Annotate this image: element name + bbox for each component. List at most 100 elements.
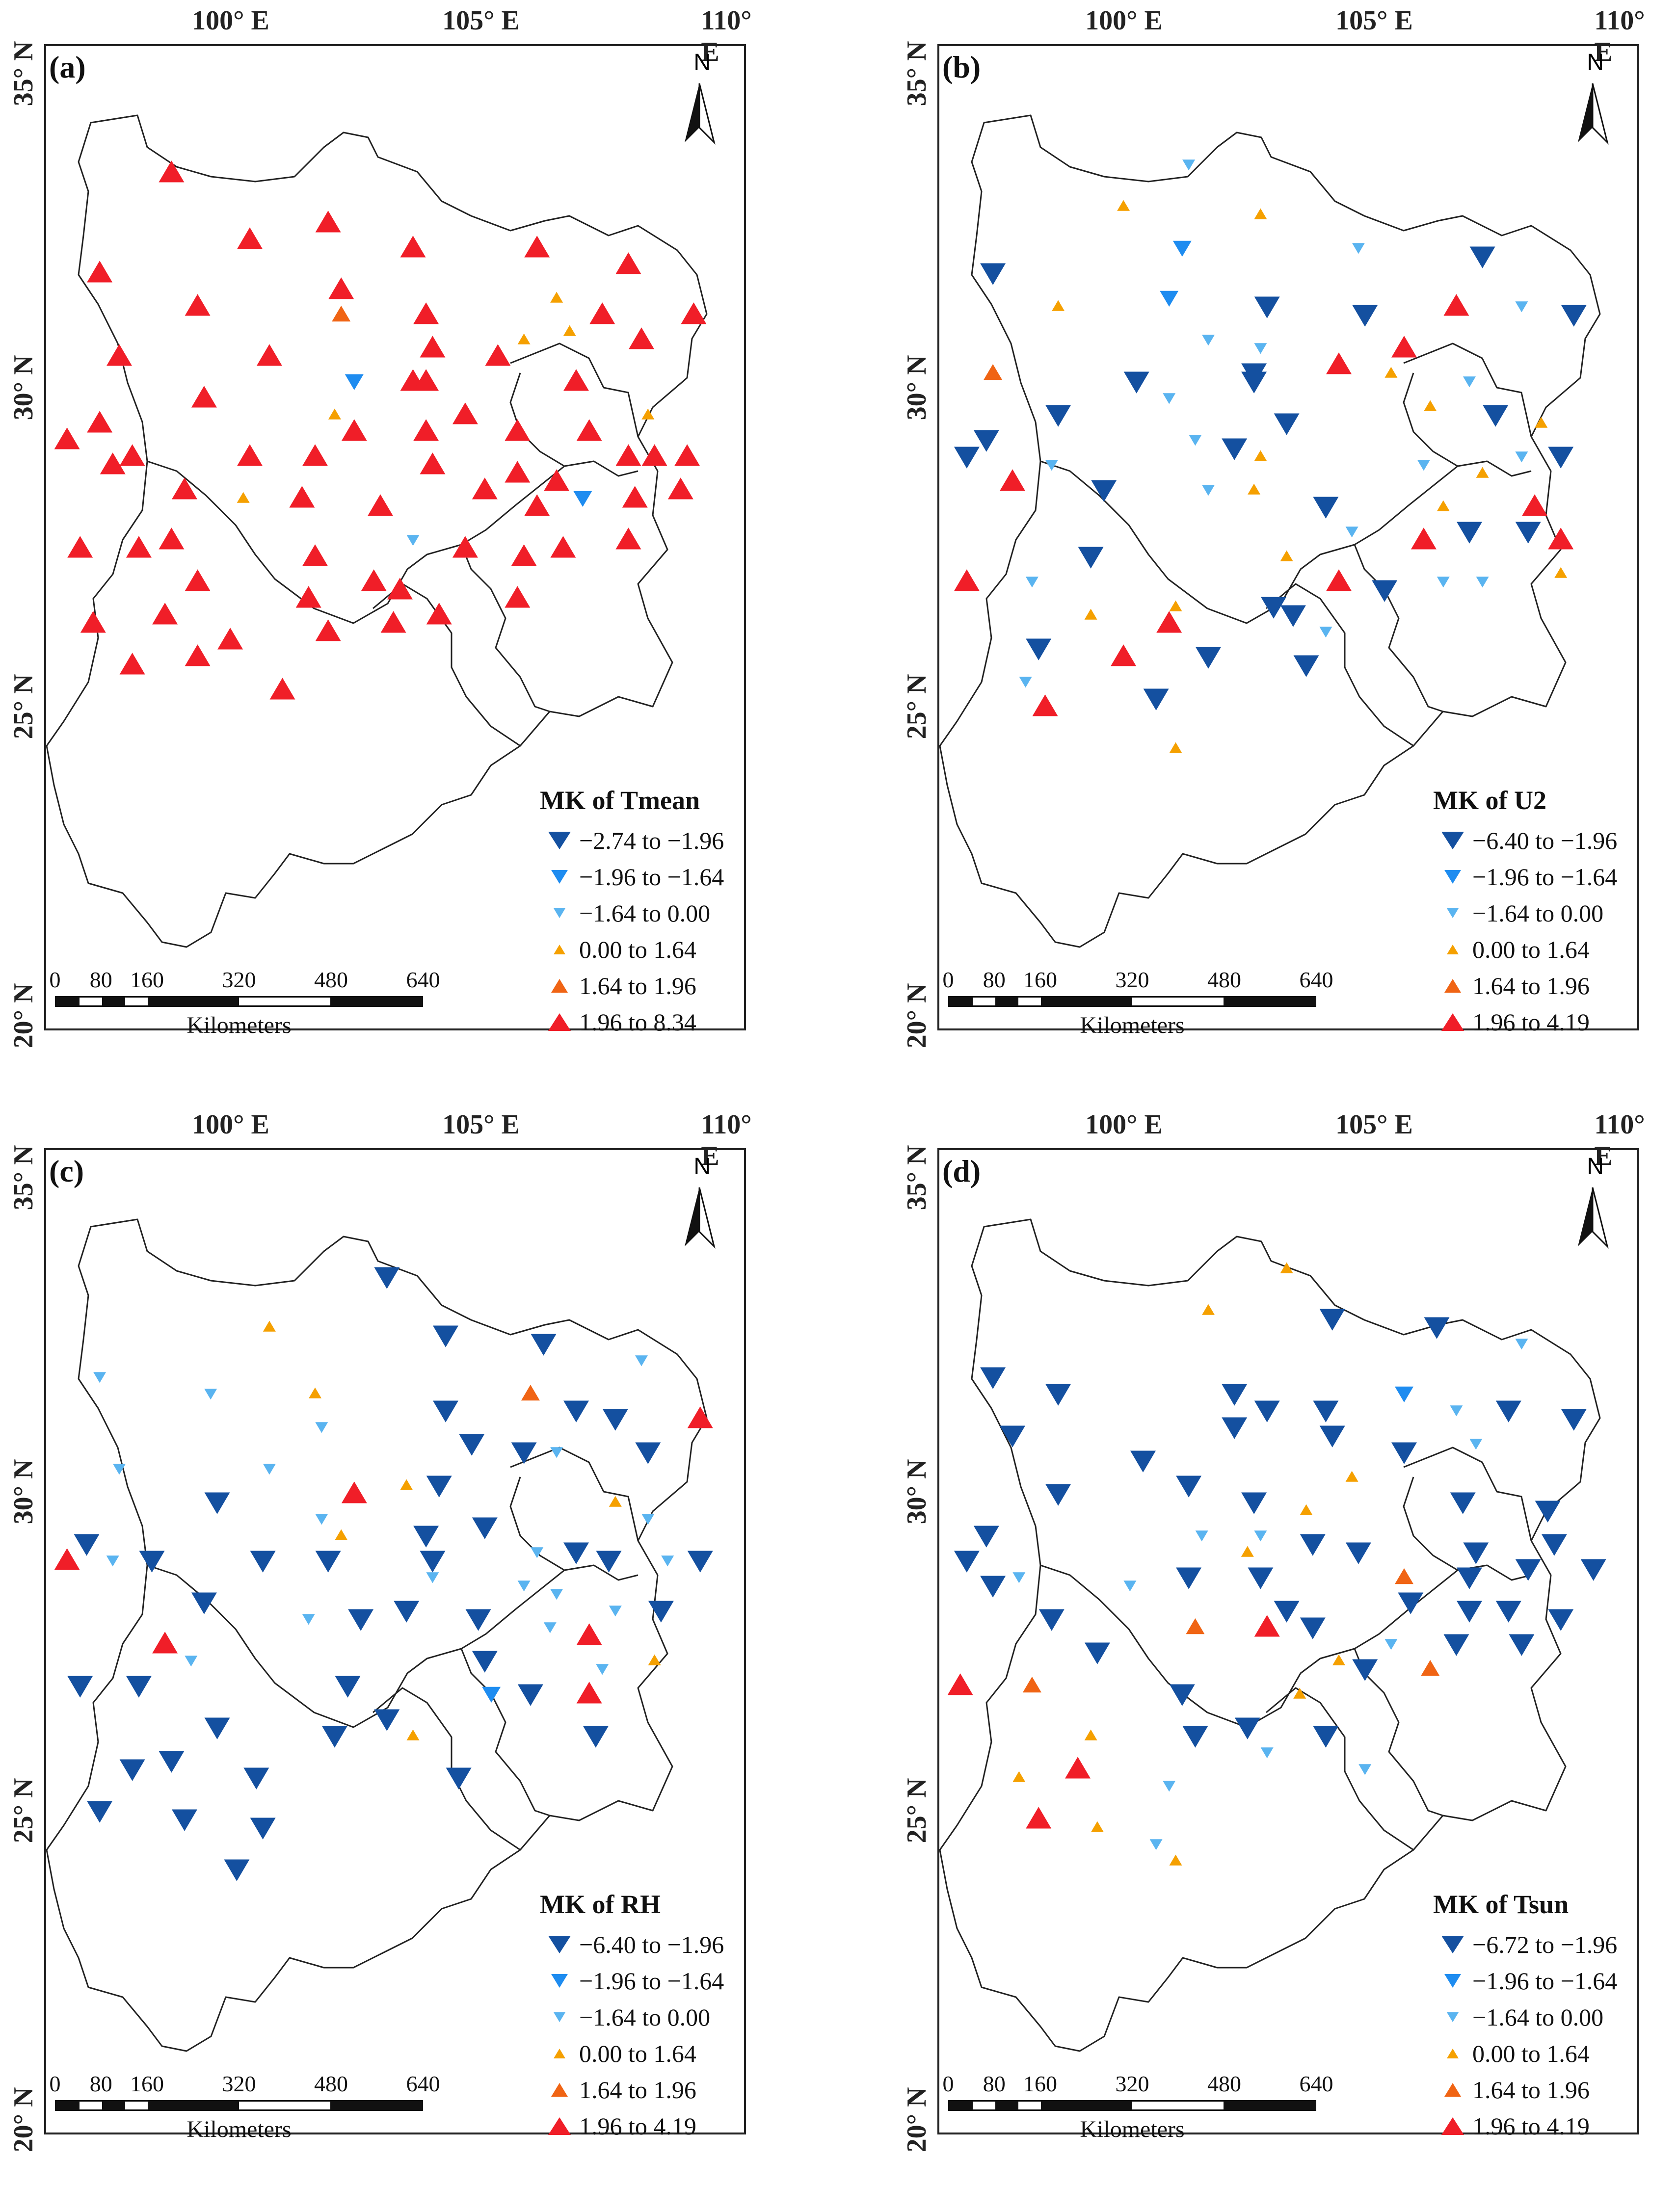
station-decrease-marker xyxy=(1149,1839,1163,1850)
station-decrease-marker xyxy=(1274,413,1300,435)
scale-bar: 0 80 160 320 480 640 Kilometers xyxy=(943,2071,1333,2143)
station-decrease-marker xyxy=(596,1664,609,1675)
station-decrease-marker xyxy=(374,1709,400,1731)
legend-label: 0.00 to 1.64 xyxy=(1472,936,1590,963)
station-decrease-marker xyxy=(1274,1601,1300,1623)
station-decrease-marker xyxy=(1483,405,1509,427)
legend-label: −6.40 to −1.96 xyxy=(579,1931,724,1958)
station-increase-marker xyxy=(1280,1262,1293,1273)
station-decrease-marker xyxy=(1222,438,1248,460)
legend-label: 1.64 to 1.96 xyxy=(1472,2076,1590,2104)
scale-tick: 0 xyxy=(942,2071,954,2096)
station-decrease-marker xyxy=(315,1514,328,1525)
station-increase-marker xyxy=(1345,1471,1358,1482)
lon-label-100: 100° E xyxy=(1085,1109,1163,1140)
scale-bar: 0 80 160 320 480 640 Kilometers xyxy=(50,967,440,1039)
station-decrease-marker xyxy=(335,1676,361,1698)
station-increase-marker xyxy=(615,527,641,550)
station-increase-marker xyxy=(622,486,648,508)
station-decrease-marker xyxy=(1319,1309,1345,1331)
triangle-down-icon xyxy=(1433,2002,1472,2032)
station-decrease-marker xyxy=(954,447,980,469)
north-arrow-icon xyxy=(685,1187,716,1249)
station-decrease-marker xyxy=(1561,305,1587,327)
north-arrow-icon xyxy=(1578,83,1609,145)
station-increase-marker xyxy=(1000,469,1025,491)
station-decrease-marker xyxy=(126,1676,152,1698)
station-increase-marker xyxy=(420,452,446,474)
scale-tick: 320 xyxy=(222,967,256,992)
station-increase-marker xyxy=(302,444,328,466)
panel-label: (c) xyxy=(49,1154,84,1188)
station-increase-marker xyxy=(309,1387,321,1398)
triangle-down-icon xyxy=(540,1966,579,1996)
triangle-down-icon xyxy=(1433,862,1472,892)
station-increase-marker xyxy=(237,444,263,466)
station-increase-marker xyxy=(1202,1304,1215,1315)
station-increase-marker xyxy=(328,277,354,299)
legend-label: −1.64 to 0.00 xyxy=(579,899,711,927)
station-decrease-marker xyxy=(172,1809,197,1831)
legend-item: 0.00 to 1.64 xyxy=(1433,2035,1639,2072)
legend-item: −1.96 to −1.64 xyxy=(540,859,746,895)
legend-label: −1.96 to −1.64 xyxy=(579,1967,724,1995)
station-decrease-marker xyxy=(1241,371,1267,394)
legend-label: −1.64 to 0.00 xyxy=(579,2003,711,2031)
scale-tick: 640 xyxy=(1299,967,1333,992)
station-decrease-marker xyxy=(433,1325,458,1347)
station-increase-marker xyxy=(1169,1854,1182,1866)
station-decrease-marker xyxy=(1012,1572,1026,1583)
station-decrease-marker xyxy=(1463,1542,1489,1564)
station-decrease-marker xyxy=(648,1601,674,1623)
station-increase-marker xyxy=(1241,1546,1254,1557)
station-increase-marker xyxy=(54,427,80,449)
scale-tick: 160 xyxy=(130,967,164,992)
station-decrease-marker xyxy=(1358,1764,1372,1775)
station-decrease-marker xyxy=(1202,335,1215,346)
station-increase-marker xyxy=(1084,1729,1097,1740)
station-decrease-marker xyxy=(1548,447,1574,469)
station-decrease-marker xyxy=(517,1580,531,1592)
triangle-down-icon xyxy=(540,2002,579,2032)
station-decrease-marker xyxy=(1541,1534,1567,1556)
station-increase-marker xyxy=(341,419,367,441)
triangle-down-icon xyxy=(540,898,579,928)
map-panel-c: 100° E 105° E 110° E 35° N 30° N 25° N 2… xyxy=(0,1104,752,2152)
station-decrease-marker xyxy=(1234,1717,1260,1739)
station-decrease-marker xyxy=(1450,1405,1463,1417)
station-decrease-marker xyxy=(1424,1317,1450,1339)
station-increase-marker xyxy=(947,1673,973,1695)
station-decrease-marker xyxy=(573,491,592,507)
station-decrease-marker xyxy=(550,1589,563,1600)
station-increase-marker xyxy=(1012,1771,1026,1782)
station-increase-marker xyxy=(1254,1615,1280,1637)
legend: MK of Tmean −2.74 to −1.96 −1.96 to −1.6… xyxy=(540,785,746,1040)
station-increase-marker xyxy=(1535,417,1548,428)
legend-label: 1.64 to 1.96 xyxy=(1472,972,1590,1000)
station-increase-marker xyxy=(563,325,576,336)
station-increase-marker xyxy=(629,327,654,349)
station-increase-marker xyxy=(485,344,511,366)
map-panel-d: 100° E 105° E 110° E 35° N 30° N 25° N 2… xyxy=(893,1104,1645,2152)
station-increase-marker xyxy=(295,586,321,608)
station-decrease-marker xyxy=(1123,371,1149,394)
legend-item: 1.64 to 1.96 xyxy=(540,2072,746,2108)
station-decrease-marker xyxy=(1515,1339,1528,1350)
scale-unit: Kilometers xyxy=(1080,2116,1185,2142)
station-decrease-marker xyxy=(563,1400,589,1422)
station-increase-marker xyxy=(100,452,126,474)
station-increase-marker xyxy=(1554,567,1568,578)
station-increase-marker xyxy=(524,236,550,258)
station-increase-marker xyxy=(615,252,641,274)
station-decrease-marker xyxy=(243,1767,269,1790)
station-decrease-marker xyxy=(1143,688,1169,711)
station-decrease-marker xyxy=(1026,638,1052,660)
station-decrease-marker xyxy=(1457,522,1482,544)
scale-tick: 320 xyxy=(1115,2071,1149,2096)
legend-item: −2.74 to −1.96 xyxy=(540,822,746,859)
station-decrease-marker xyxy=(159,1751,185,1773)
station-decrease-marker xyxy=(113,1464,126,1475)
legend-label: 0.00 to 1.64 xyxy=(1472,2040,1590,2067)
scale-bar-graphic xyxy=(55,2100,423,2111)
station-decrease-marker xyxy=(1548,1609,1574,1631)
